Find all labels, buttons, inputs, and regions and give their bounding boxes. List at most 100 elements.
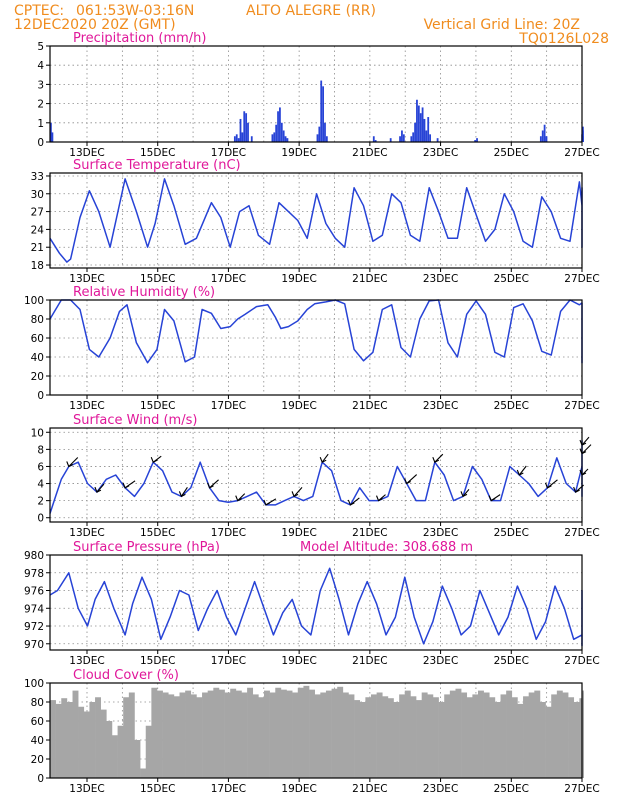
x-tick-label: 17DEC (211, 273, 246, 285)
cloud-bar (438, 702, 445, 778)
wind-arrowhead (488, 495, 496, 502)
x-tick-label: 19DEC (281, 273, 316, 285)
cloud-bar (466, 697, 473, 778)
precip-bar (322, 86, 324, 142)
y-tick-label: 24 (31, 224, 45, 236)
panel-frame (49, 45, 583, 143)
wind-arrowhead (319, 456, 327, 463)
precip-bar (416, 99, 418, 142)
precip-bar (241, 132, 244, 142)
cloud-bar (168, 694, 175, 778)
x-tick-label: 13DEC (69, 273, 104, 285)
cloud-bar (421, 692, 428, 778)
x-tick-label: 23DEC (423, 783, 458, 795)
x-tick-label: 15DEC (140, 783, 175, 795)
precip-bar (401, 130, 403, 142)
panel-title-humidity: Relative Humidity (%) (73, 285, 215, 300)
y-tick-label: 1 (37, 118, 44, 130)
header-code: TQ0126L028 (518, 31, 609, 47)
precip-bar (539, 136, 542, 142)
cloud-bar (314, 694, 321, 778)
precip-bar (51, 132, 54, 142)
cloud-bar (297, 687, 304, 778)
cloud-bar (218, 689, 225, 778)
wind-arrowhead (263, 499, 271, 506)
precip-bar (545, 136, 548, 142)
y-tick-label: 100 (24, 678, 44, 690)
x-tick-label: 25DEC (494, 527, 529, 539)
y-tick-label: 0 (37, 513, 44, 525)
y-tick-label: 976 (24, 586, 44, 598)
cloud-bar (179, 692, 186, 778)
x-tick-label: 27DEC (564, 527, 599, 539)
cloud-bar (427, 694, 434, 778)
precip-bar (233, 136, 236, 142)
panel-humidity: 0 20 40 60 80 100 13DEC 15DEC 17DEC 19DEC 21DEC 23D… (24, 285, 600, 412)
cloud-bar (410, 696, 417, 778)
precip-bar (374, 140, 377, 142)
cloud-bar (511, 697, 518, 778)
cloud-bar (128, 692, 135, 778)
cloud-bar (100, 709, 107, 778)
cloud-bar (269, 692, 276, 778)
cloud-bar (500, 694, 507, 778)
cloud-bar (489, 697, 496, 778)
precip-bar (250, 136, 253, 142)
y-tick-label: 5 (37, 41, 44, 53)
panel-precipitation: 0 1 2 3 4 5 13DEC 15DEC 17DEC 19DEC 21DEC 23DEC 25DE… (37, 31, 599, 159)
cloud-bar (50, 700, 56, 778)
panel-note-pressure: Model Altitude: 308.688 m (300, 540, 473, 555)
cloud-bar (66, 702, 73, 778)
x-tick-label: 25DEC (494, 655, 529, 667)
cloud-bar (241, 692, 248, 778)
precip-bar (235, 134, 238, 142)
cloud-bar (528, 692, 535, 778)
precip-bar (389, 138, 392, 142)
y-tick-label: 0 (37, 137, 44, 149)
cloud-bar (579, 698, 583, 778)
cloud-bar (151, 687, 158, 778)
cloud-bar (534, 690, 541, 778)
y-tick-label: 980 (24, 550, 44, 562)
x-tick-label: 17DEC (211, 655, 246, 667)
cloud-bar (483, 692, 490, 778)
x-tick-label: 21DEC (352, 273, 387, 285)
y-tick-label: 3 (37, 79, 44, 91)
x-tick-label: 13DEC (69, 783, 104, 795)
x-tick-label: 19DEC (281, 400, 316, 412)
cloud-bar (582, 694, 584, 778)
precip-bar (279, 107, 281, 142)
x-tick-label: 17DEC (211, 147, 246, 159)
wind-arrowhead (432, 456, 440, 463)
y-tick-label: 18 (31, 260, 44, 272)
x-tick-label: 15DEC (140, 655, 175, 667)
precip-bar (410, 136, 413, 142)
wind-arrow (434, 453, 444, 463)
wind-arrow (518, 465, 527, 476)
cloud-bar (320, 692, 327, 778)
precip-bar (282, 130, 285, 142)
x-tick-label: 23DEC (423, 147, 458, 159)
precip-bar (474, 140, 477, 142)
precip-bar (50, 122, 52, 142)
precip-bar (286, 138, 289, 142)
cloud-bar (275, 687, 282, 778)
precip-bar (414, 122, 416, 142)
cloud-bar (140, 768, 147, 778)
wind-arrowhead (207, 482, 214, 489)
wind-arrowhead (66, 461, 74, 468)
x-tick-label: 19DEC (281, 783, 316, 795)
y-tick-label: 100 (24, 295, 44, 307)
x-tick-label: 21DEC (352, 400, 387, 412)
cloud-bar (416, 700, 422, 778)
cloud-bar (337, 686, 344, 778)
cloud-bar (185, 690, 192, 778)
precip-bar (417, 105, 420, 142)
wind-arrow (581, 436, 590, 446)
chart-panels: 0 1 2 3 4 5 13DEC 15DEC 17DEC 19DEC 21DEC 23DEC 25DE… (24, 31, 600, 795)
panel-frame (49, 427, 583, 523)
precip-bar (273, 132, 276, 142)
precip-bar (582, 130, 584, 142)
cloud-bar (230, 688, 237, 778)
cloud-bar (123, 697, 130, 778)
